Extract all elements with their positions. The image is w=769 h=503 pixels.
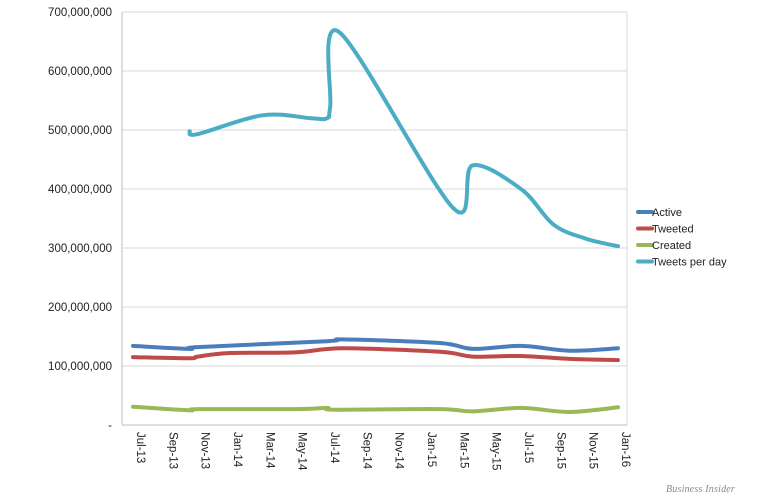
x-tick-label: May-14 xyxy=(296,432,308,471)
y-tick-label: 200,000,000 xyxy=(48,302,112,314)
x-tick-label: Mar-14 xyxy=(263,432,275,469)
y-tick-label: 500,000,000 xyxy=(48,125,112,137)
x-tick-label: Sep-14 xyxy=(360,432,372,470)
series-line-tweets-per-day xyxy=(187,28,620,249)
x-tick-label: Nov-14 xyxy=(393,432,405,470)
x-tick-label: Sep-15 xyxy=(554,432,566,469)
x-tick-label: May-15 xyxy=(490,432,502,470)
legend-label-tweeted: Tweeted xyxy=(652,224,694,236)
series-line-created xyxy=(131,404,620,415)
y-tick-label: - xyxy=(108,420,112,432)
x-tick-label: Jul-14 xyxy=(328,432,340,464)
y-tick-label: 100,000,000 xyxy=(48,361,112,373)
x-tick-label: Jan-16 xyxy=(619,432,631,467)
grid-lines xyxy=(122,11,627,367)
y-axis-ticks: - 100,000,000 200,000,000 300,000,000 400,00… xyxy=(48,7,112,432)
legend-label-active: Active xyxy=(652,207,682,219)
x-tick-label: Jul-13 xyxy=(134,432,146,463)
data-series xyxy=(131,28,620,415)
x-tick-label: Nov-13 xyxy=(199,432,211,469)
x-tick-label: Jul-15 xyxy=(522,432,534,463)
legend-label-created: Created xyxy=(652,240,691,252)
source-credit: Business Insider xyxy=(665,484,735,495)
y-tick-label: 600,000,000 xyxy=(48,66,112,78)
y-tick-label: 400,000,000 xyxy=(48,184,112,196)
x-tick-label: Nov-15 xyxy=(587,432,599,469)
x-axis-ticks: Jul-13 Sep-13 Nov-13 Jan-14 Mar-14 May-14 Jul-… xyxy=(134,432,631,471)
y-tick-label: 700,000,000 xyxy=(48,7,112,19)
x-tick-label: Sep-13 xyxy=(166,432,178,469)
axes xyxy=(121,12,628,426)
series-line-active xyxy=(131,337,620,353)
legend: Active Tweeted Created Tweets per day xyxy=(636,207,727,269)
y-tick-label: 300,000,000 xyxy=(48,243,112,255)
series-line-tweeted xyxy=(131,346,620,363)
x-tick-label: Jan-14 xyxy=(231,432,243,468)
legend-label-tweets-per-day: Tweets per day xyxy=(652,257,727,269)
x-tick-label: Mar-15 xyxy=(457,432,469,468)
x-tick-label: Jan-15 xyxy=(425,432,437,467)
